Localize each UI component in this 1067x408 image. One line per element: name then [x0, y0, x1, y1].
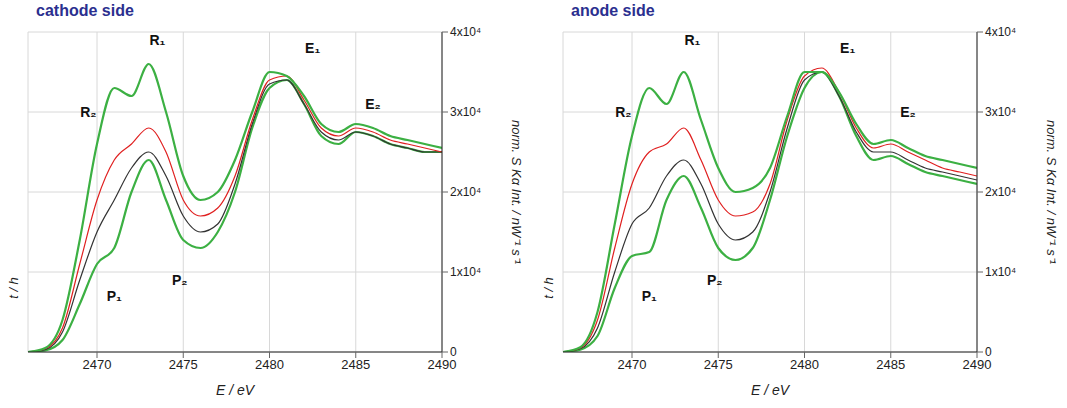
svg-text:R₁: R₁: [684, 32, 700, 48]
svg-text:E₂: E₂: [365, 96, 381, 112]
svg-text:0: 0: [450, 345, 457, 359]
svg-text:0: 0: [985, 345, 992, 359]
svg-text:2475: 2475: [169, 357, 198, 372]
svg-text:2490: 2490: [428, 357, 457, 372]
svg-text:2470: 2470: [83, 357, 112, 372]
svg-text:1x10⁴: 1x10⁴: [450, 265, 481, 279]
svg-text:2470: 2470: [618, 357, 647, 372]
svg-text:E₂: E₂: [900, 104, 916, 120]
svg-text:P₁: P₁: [107, 288, 122, 304]
svg-text:P₁: P₁: [642, 288, 657, 304]
svg-text:R₂: R₂: [615, 104, 631, 120]
svg-text:2475: 2475: [704, 357, 733, 372]
svg-text:2480: 2480: [790, 357, 819, 372]
svg-text:P₂: P₂: [707, 272, 723, 288]
html-text:t / h: t / h: [540, 277, 556, 299]
svg-text:1x10⁴: 1x10⁴: [985, 265, 1016, 279]
html-text:norm. S Kα Int. / nW⁻¹ s⁻¹: norm. S Kα Int. / nW⁻¹ s⁻¹: [509, 120, 524, 264]
svg-text:2485: 2485: [876, 357, 905, 372]
svg-text:2x10⁴: 2x10⁴: [985, 185, 1016, 199]
html-text:cathode side: cathode side: [36, 2, 134, 19]
svg-text:3x10⁴: 3x10⁴: [985, 105, 1016, 119]
svg-text:4x10⁴: 4x10⁴: [985, 25, 1016, 39]
svg-text:3x10⁴: 3x10⁴: [450, 105, 481, 119]
html-text:anode side: anode side: [571, 2, 655, 19]
svg-text:R₁: R₁: [149, 32, 165, 48]
svg-text:4x10⁴: 4x10⁴: [450, 25, 481, 39]
svg-text:P₂: P₂: [172, 272, 188, 288]
svg-text:2x10⁴: 2x10⁴: [450, 185, 481, 199]
svg-text:R₂: R₂: [80, 104, 96, 120]
svg-text:2485: 2485: [341, 357, 370, 372]
svg-text:E₁: E₁: [840, 40, 855, 56]
svg-text:E / eV: E / eV: [216, 382, 256, 398]
svg-text:E₁: E₁: [305, 40, 320, 56]
html-text:t / h: t / h: [5, 277, 21, 299]
svg-text:2490: 2490: [963, 357, 992, 372]
svg-text:2480: 2480: [255, 357, 284, 372]
html-text:norm. S Kα Int. / nW⁻¹ s⁻¹: norm. S Kα Int. / nW⁻¹ s⁻¹: [1044, 120, 1059, 264]
svg-text:E / eV: E / eV: [751, 382, 791, 398]
